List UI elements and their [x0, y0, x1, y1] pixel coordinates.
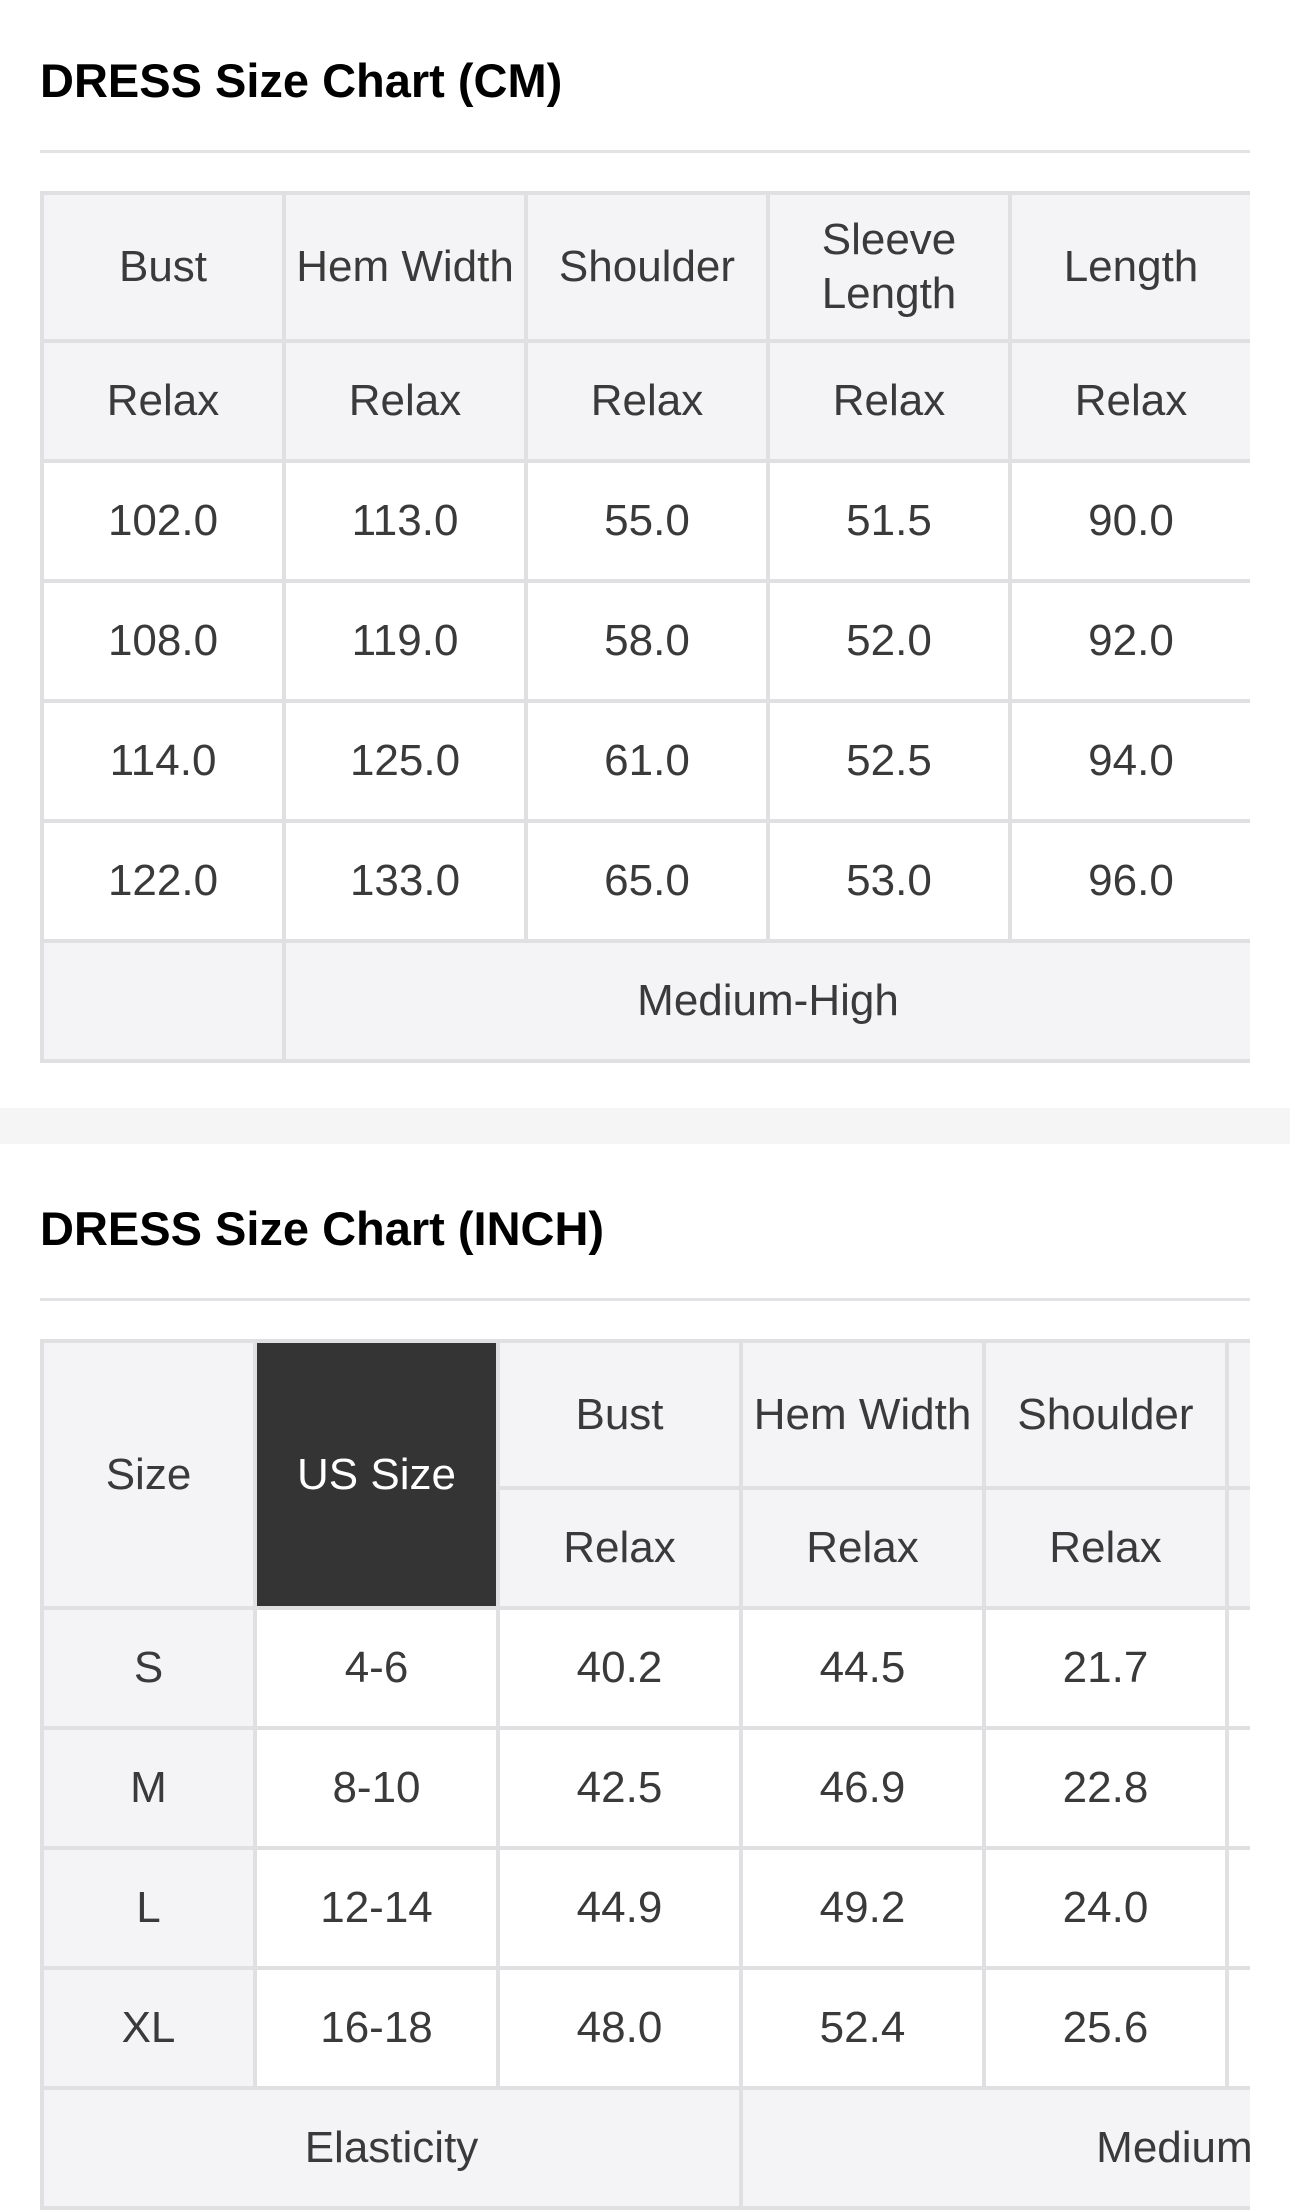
inch-value-cell: 21.7: [982, 1606, 1229, 1730]
inch-size-label-cell: XL: [40, 1966, 257, 2090]
inch-col-header-hem-width: Hem Width: [739, 1339, 986, 1490]
inch-value-cell-clipped: [1225, 1966, 1250, 2090]
inch-header-row: Size US Size Bust Hem Width Shoulder: [40, 1339, 1250, 1610]
inch-elasticity-label: Elasticity: [40, 2086, 743, 2210]
cm-footer-empty-cell: [40, 939, 286, 1063]
inch-size-row-xl: XL 16-18 48.0 52.4 25.6: [40, 1966, 1250, 2090]
cm-value-cell: 65.0: [524, 819, 770, 943]
inch-col-header-shoulder: Shoulder: [982, 1339, 1229, 1490]
inch-value-cell: 44.9: [496, 1846, 743, 1970]
inch-relax-row: Relax Relax Relax: [42, 1486, 1250, 1610]
section-separator-band: [0, 1108, 1290, 1144]
cm-value-cell: 55.0: [524, 459, 770, 583]
inch-size-label-cell: S: [40, 1606, 257, 1730]
inch-elasticity-value: Medium-High: [739, 2086, 1250, 2210]
cm-size-row-1: 102.0 113.0 55.0 51.5 90.0: [40, 459, 1250, 583]
inch-size-label-cell: M: [40, 1726, 257, 1850]
inch-col-header-clipped: [1225, 1339, 1250, 1490]
cm-elasticity-row: Medium-High: [40, 939, 1250, 1063]
cm-elasticity-value: Medium-High: [282, 939, 1250, 1063]
cm-col-header-sleeve-length: Sleeve Length: [766, 191, 1012, 343]
inch-value-cell: 24.0: [982, 1846, 1229, 1970]
cm-relax-cell: Relax: [282, 339, 528, 463]
cm-value-cell: 133.0: [282, 819, 528, 943]
inch-title-divider: [40, 1298, 1250, 1301]
cm-header-row: Bust Hem Width Shoulder Sleeve Length Le…: [40, 191, 1250, 343]
cm-size-table: Bust Hem Width Shoulder Sleeve Length Le…: [40, 191, 1250, 1063]
inch-value-cell: 46.9: [739, 1726, 986, 1850]
inch-size-row-s: S 4-6 40.2 44.5 21.7: [40, 1606, 1250, 1730]
inch-us-size-cell: 4-6: [253, 1606, 500, 1730]
inch-size-label-cell: L: [40, 1846, 257, 1970]
inch-value-cell-clipped: [1225, 1606, 1250, 1730]
inch-relax-cell-clipped: [1225, 1486, 1250, 1610]
cm-value-cell: 114.0: [40, 699, 286, 823]
cm-chart-title: DRESS Size Chart (CM): [40, 54, 563, 107]
cm-value-cell: 102.0: [40, 459, 286, 583]
cm-size-row-3: 114.0 125.0 61.0 52.5 94.0: [40, 699, 1250, 823]
cm-value-cell: 61.0: [524, 699, 770, 823]
inch-size-row-l: L 12-14 44.9 49.2 24.0: [40, 1846, 1250, 1970]
inch-us-size-cell: 16-18: [253, 1966, 500, 2090]
cm-size-row-2: 108.0 119.0 58.0 52.0 92.0: [40, 579, 1250, 703]
cm-table-area: Bust Hem Width Shoulder Sleeve Length Le…: [40, 191, 1250, 1063]
inch-value-cell: 22.8: [982, 1726, 1229, 1850]
inch-size-table: Size US Size Bust Hem Width Shoulder Rel…: [40, 1339, 1250, 2210]
inch-col-header-size: Size: [40, 1339, 257, 1610]
inch-elasticity-row: Elasticity Medium-High: [40, 2086, 1250, 2210]
inch-table-scroll-area[interactable]: Size US Size Bust Hem Width Shoulder Rel…: [40, 1339, 1250, 2210]
cm-value-cell: 53.0: [766, 819, 1012, 943]
inch-value-cell: 42.5: [496, 1726, 743, 1850]
cm-col-header-shoulder: Shoulder: [524, 191, 770, 343]
inch-value-cell: 44.5: [739, 1606, 986, 1730]
inch-value-cell-clipped: [1225, 1726, 1250, 1850]
inch-col-header-us-size: US Size: [253, 1339, 500, 1610]
cm-section: DRESS Size Chart (CM) Bust Hem Width Sho…: [0, 0, 1290, 1063]
cm-value-cell: 108.0: [40, 579, 286, 703]
cm-col-header-length: Length: [1008, 191, 1250, 343]
cm-value-cell: 125.0: [282, 699, 528, 823]
cm-value-cell: 51.5: [766, 459, 1012, 583]
inch-value-cell: 48.0: [496, 1966, 743, 2090]
cm-value-cell: 96.0: [1008, 819, 1250, 943]
inch-section: DRESS Size Chart (INCH) Size US Size Bus…: [0, 1144, 1290, 2210]
cm-value-cell: 94.0: [1008, 699, 1250, 823]
inch-col-header-bust: Bust: [496, 1339, 743, 1490]
inch-chart-title: DRESS Size Chart (INCH): [40, 1202, 605, 1255]
cm-relax-cell: Relax: [524, 339, 770, 463]
cm-col-header-bust: Bust: [40, 191, 286, 343]
inch-relax-cell: Relax: [982, 1486, 1229, 1610]
cm-col-header-hem-width: Hem Width: [282, 191, 528, 343]
cm-title-divider: [40, 150, 1250, 153]
cm-value-cell: 52.0: [766, 579, 1012, 703]
cm-value-cell: 122.0: [40, 819, 286, 943]
inch-value-cell: 52.4: [739, 1966, 986, 2090]
inch-us-size-cell: 8-10: [253, 1726, 500, 1850]
inch-us-size-cell: 12-14: [253, 1846, 500, 1970]
cm-value-cell: 58.0: [524, 579, 770, 703]
cm-relax-cell: Relax: [40, 339, 286, 463]
cm-value-cell: 52.5: [766, 699, 1012, 823]
inch-size-row-m: M 8-10 42.5 46.9 22.8: [40, 1726, 1250, 1850]
inch-value-cell-clipped: [1225, 1846, 1250, 1970]
inch-value-cell: 40.2: [496, 1606, 743, 1730]
inch-relax-cell: Relax: [496, 1486, 743, 1610]
cm-value-cell: 113.0: [282, 459, 528, 583]
cm-relax-row: Relax Relax Relax Relax Relax: [40, 339, 1250, 463]
cm-value-cell: 119.0: [282, 579, 528, 703]
inch-value-cell: 49.2: [739, 1846, 986, 1970]
cm-relax-cell: Relax: [1008, 339, 1250, 463]
inch-value-cell: 25.6: [982, 1966, 1229, 2090]
cm-value-cell: 90.0: [1008, 459, 1250, 583]
inch-relax-cell: Relax: [739, 1486, 986, 1610]
cm-value-cell: 92.0: [1008, 579, 1250, 703]
cm-size-row-4: 122.0 133.0 65.0 53.0 96.0: [40, 819, 1250, 943]
cm-relax-cell: Relax: [766, 339, 1012, 463]
